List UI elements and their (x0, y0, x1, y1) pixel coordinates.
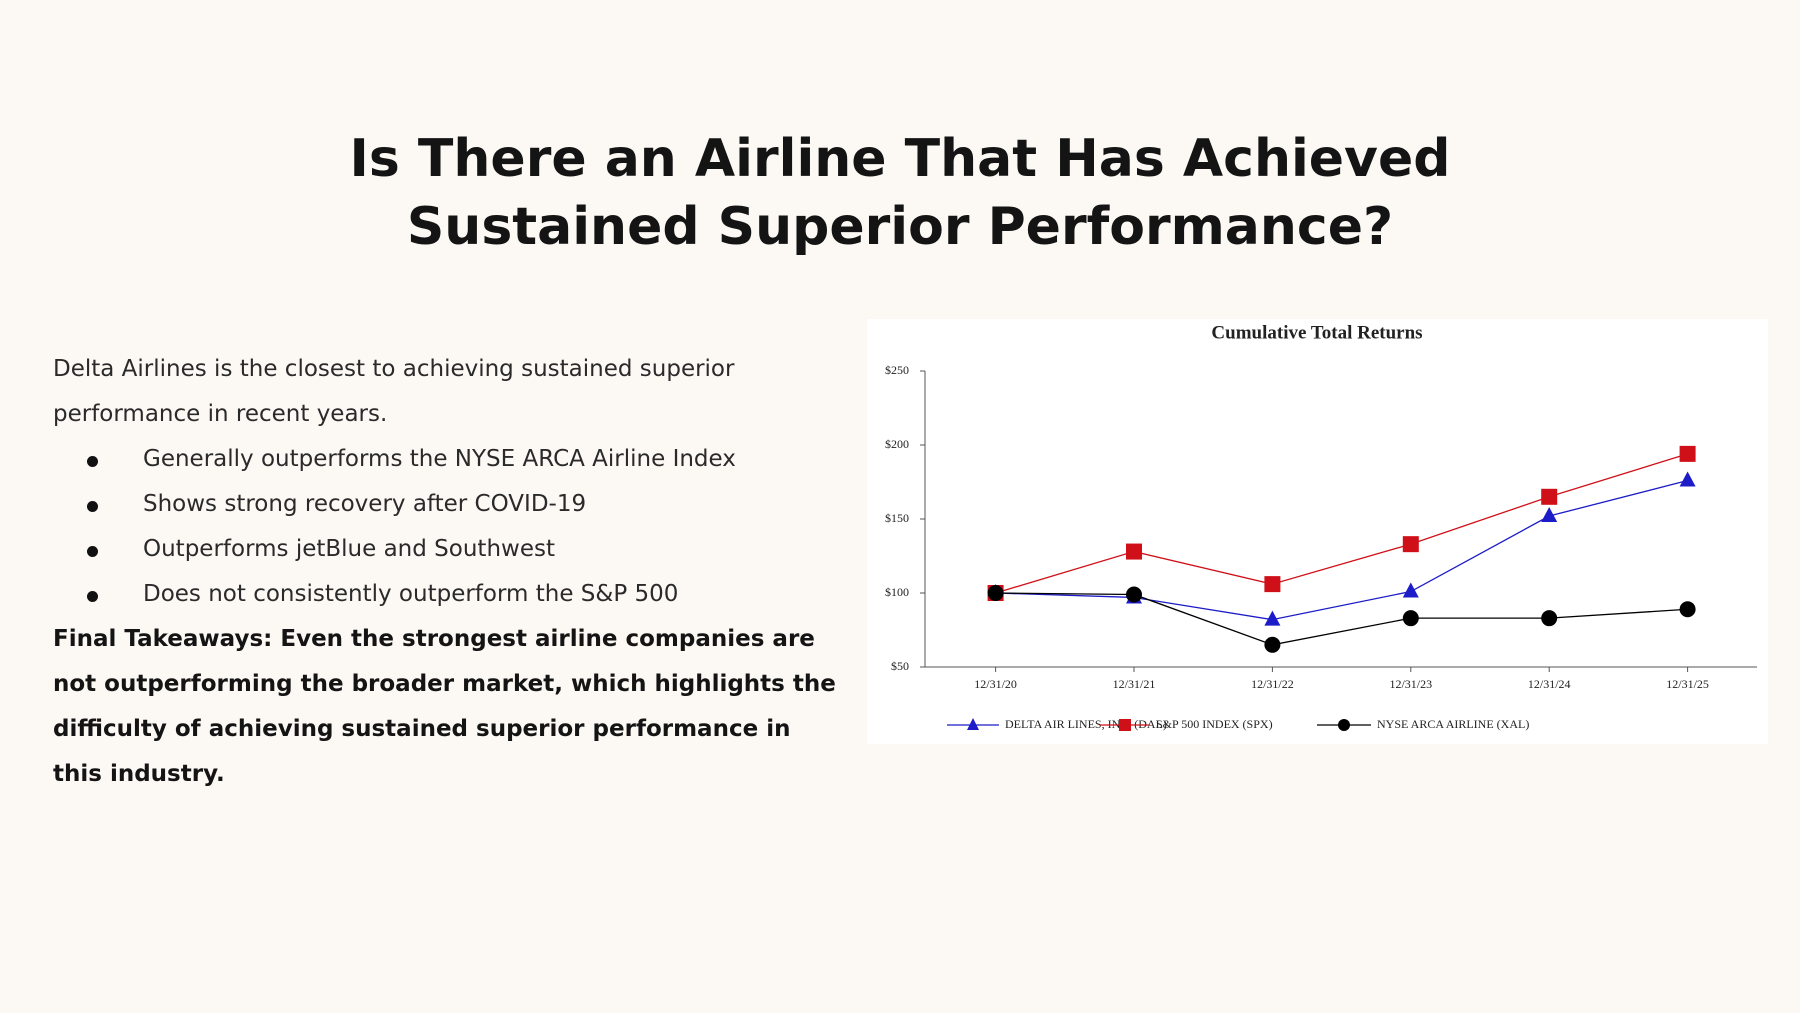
x-tick-label: 12/31/22 (1251, 677, 1294, 691)
data-point (1679, 601, 1696, 618)
data-point (1402, 582, 1419, 598)
x-tick-label: 12/31/23 (1389, 677, 1432, 691)
bullet-list: Generally outperforms the NYSE ARCA Airl… (53, 437, 843, 617)
chart: Cumulative Total Returns $50 $100 $150 $200… (885, 322, 1757, 731)
data-point (1126, 586, 1142, 603)
text-column: Delta Airlines is the closest to achievi… (53, 347, 843, 797)
data-point (1402, 610, 1419, 627)
final-takeaway: Final Takeaways: Even the strongest airl… (53, 626, 836, 787)
x-tick-label: 12/31/24 (1528, 677, 1571, 691)
legend-marker (967, 718, 979, 730)
bullet-dot (87, 501, 98, 512)
data-point (1264, 610, 1281, 626)
bullet-text: Shows strong recovery after COVID-19 (143, 491, 587, 517)
x-tick-label: 12/31/20 (974, 677, 1017, 691)
bullet-item: Does not consistently outperform the S&P… (53, 572, 843, 617)
y-tick-label: $150 (885, 511, 909, 525)
title-line: Sustained Superior Performance? (406, 197, 1394, 257)
y-tick-label: $100 (885, 585, 909, 599)
bullet-dot (87, 456, 98, 467)
bullet-text: Does not consistently outperform the S&P… (143, 581, 679, 607)
bullet-dot (87, 546, 98, 557)
y-tick-label: $200 (885, 437, 909, 451)
legend-label: S&P 500 INDEX (SPX) (1156, 717, 1273, 731)
data-point (987, 585, 1004, 601)
data-point (1541, 610, 1558, 627)
bullet-text: Outperforms jetBlue and Southwest (143, 536, 555, 562)
data-point (1679, 471, 1696, 487)
data-point (1264, 636, 1281, 653)
bullet-item: Generally outperforms the NYSE ARCA Airl… (53, 437, 843, 482)
x-tick-label: 12/31/25 (1666, 677, 1709, 691)
bullet-dot (87, 591, 98, 602)
legend-label: DELTA AIR LINES, INC. (DAL) (1005, 717, 1167, 731)
bullet-text: Generally outperforms the NYSE ARCA Airl… (143, 446, 736, 472)
intro: Delta Airlines is the closest to achievi… (53, 356, 735, 427)
data-point (1541, 507, 1558, 523)
data-point (1126, 543, 1142, 560)
bullet-item: Outperforms jetBlue and Southwest (53, 527, 843, 572)
x-tick-label: 12/31/21 (1113, 677, 1156, 691)
series-line (995, 592, 1688, 646)
chart-title: Cumulative Total Returns (1211, 322, 1422, 343)
bullet-item: Shows strong recovery after COVID-19 (53, 482, 843, 527)
legend-label: NYSE ARCA AIRLINE (XAL) (1377, 717, 1529, 731)
title-line: Is There an Airline That Has Achieved (349, 129, 1451, 189)
data-point (1679, 445, 1696, 462)
y-tick-label: $50 (891, 659, 909, 673)
data-point (1402, 536, 1419, 553)
y-tick-label: $250 (885, 363, 909, 377)
legend-marker (1119, 719, 1131, 731)
data-point (1264, 576, 1281, 593)
data-point (1541, 488, 1558, 505)
series-line (995, 479, 1688, 621)
slide-title: Is There an Airline That Has Achieved Su… (0, 125, 1800, 261)
chart-panel: Cumulative Total Returns $50 $100 $150 $200… (867, 319, 1768, 744)
series-line (995, 453, 1688, 594)
legend-marker (1338, 719, 1350, 731)
